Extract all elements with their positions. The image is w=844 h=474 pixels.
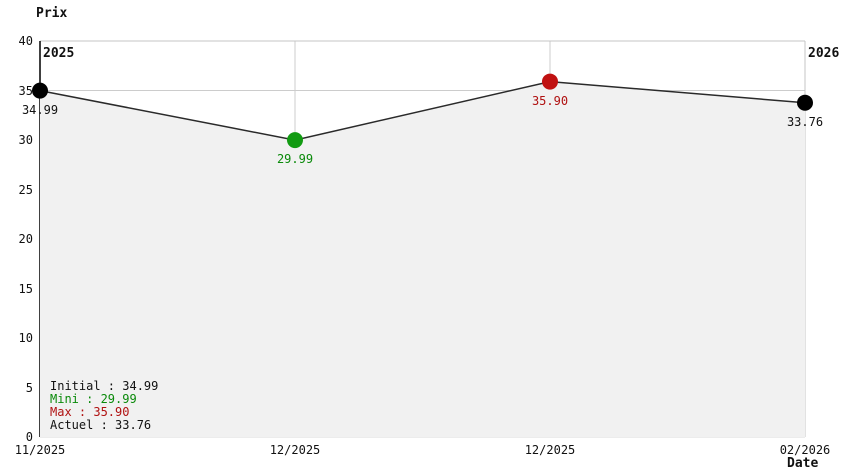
legend-item-1: Mini : 29.99 xyxy=(50,392,137,406)
data-point-max[interactable] xyxy=(542,73,558,90)
y-tick-label: 10 xyxy=(18,331,33,345)
x-tick-label: 11/2025 xyxy=(14,443,66,457)
legend-item-3: Actuel : 33.76 xyxy=(50,418,152,432)
point-value-label-mini: 29.99 xyxy=(276,152,314,167)
y-tick-label: 5 xyxy=(25,380,33,395)
y-tick-label: 30 xyxy=(18,133,33,147)
point-value-label-max: 35.90 xyxy=(531,93,569,108)
data-point-mini[interactable] xyxy=(287,132,303,149)
chart-legend: Initial : 34.99 Mini : 29.99 Max : 35.90 Ac… xyxy=(50,380,158,432)
y-tick-label: 15 xyxy=(18,281,33,296)
y-tick-label: 35 xyxy=(18,83,33,98)
period-end-label: 2026 xyxy=(808,46,840,61)
x-tick-label: 02/2026 xyxy=(779,443,831,457)
legend-item-2: Max : 35.90 xyxy=(50,405,130,419)
y-tick-label: 40 xyxy=(18,34,33,48)
data-point-initial[interactable] xyxy=(32,82,48,99)
x-tick-label: 12/2025 xyxy=(269,443,321,457)
legend-item-0: Initial : 34.99 xyxy=(50,379,159,393)
y-tick-label: 20 xyxy=(18,232,33,246)
point-value-label-initial: 34.99 xyxy=(21,102,59,117)
series-line xyxy=(39,80,806,141)
y-tick-label: 0 xyxy=(25,430,33,444)
y-axis-title: Prix xyxy=(36,6,68,21)
point-value-label-actuel: 33.76 xyxy=(786,114,824,129)
y-tick-label: 25 xyxy=(18,182,33,197)
series-area-fill xyxy=(40,81,805,437)
period-start-label: 2025 xyxy=(43,46,75,61)
x-tick-label: 12/2025 xyxy=(524,443,576,457)
data-point-actuel[interactable] xyxy=(797,94,813,111)
x-axis-title: Date xyxy=(787,456,819,471)
